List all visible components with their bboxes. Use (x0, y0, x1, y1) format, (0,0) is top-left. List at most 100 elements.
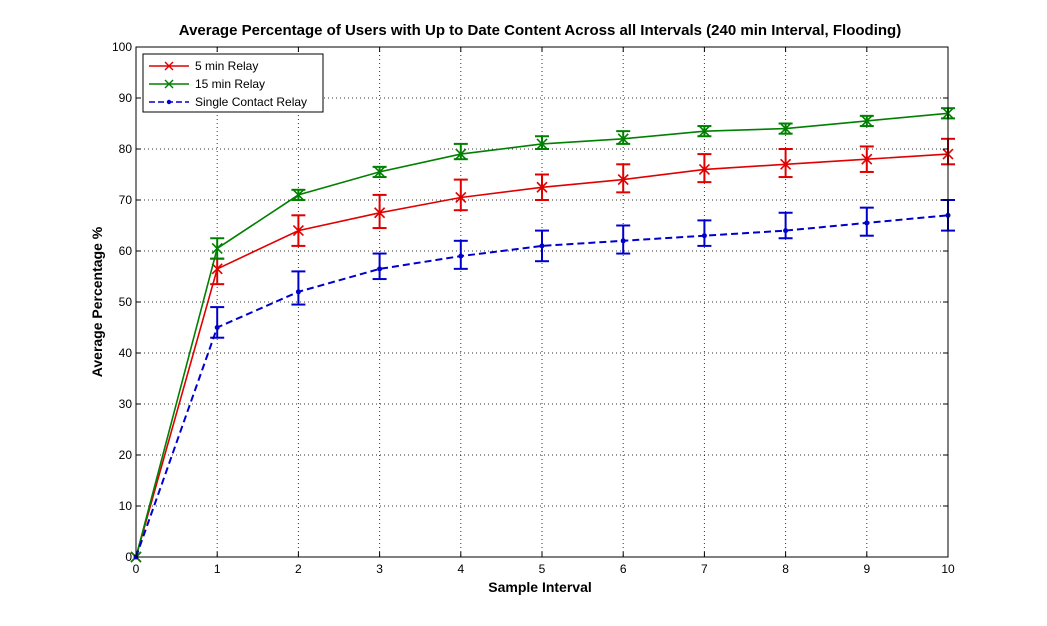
data-point-marker (780, 123, 792, 135)
data-point-marker (783, 228, 789, 234)
series-2 (133, 199, 955, 560)
marker-stroke (617, 174, 629, 186)
series-0 (130, 137, 955, 563)
error-bar (697, 219, 712, 247)
data-point-marker (701, 233, 707, 239)
marker-stroke (292, 225, 304, 237)
y-tick-label: 10 (119, 499, 133, 513)
data-point-marker (861, 115, 873, 127)
data-point-marker (455, 191, 467, 204)
data-point-marker (214, 325, 220, 330)
legend-entry-0: 5 min Relay (149, 59, 258, 73)
data-point-marker (374, 166, 386, 178)
x-tick-label: 7 (701, 562, 708, 576)
y-tick-label: 80 (119, 142, 133, 156)
series-layer (130, 107, 955, 563)
legend-label: 5 min Relay (195, 59, 258, 73)
error-bar (372, 252, 387, 281)
x-tick-label: 6 (620, 562, 627, 576)
y-axis-label: Average Percentage % (89, 226, 105, 377)
legend-marker (164, 61, 174, 71)
data-point-marker (780, 158, 792, 170)
marker-stroke (164, 79, 174, 89)
data-point-marker (861, 153, 873, 165)
legend: 5 min Relay 15 min Relay Single Contact Re… (142, 53, 324, 113)
legend-entry-2: Single Contact Relay (149, 95, 307, 109)
error-bar (616, 163, 631, 194)
marker-stroke (698, 163, 710, 175)
y-tick-label: 0 (125, 550, 132, 564)
data-point-marker (864, 220, 870, 226)
marker-stroke (698, 125, 710, 137)
marker-stroke (861, 153, 873, 165)
marker-stroke (861, 115, 873, 127)
data-point-marker (211, 242, 223, 255)
x-tick-label: 9 (863, 562, 870, 576)
data-point-marker (377, 266, 383, 272)
marker-stroke (374, 207, 386, 219)
y-tick-label: 90 (119, 91, 133, 105)
legend-marker (164, 79, 174, 89)
error-bar (778, 211, 793, 240)
error-bar (697, 153, 712, 184)
y-tick-label: 100 (112, 40, 132, 54)
series-1 (130, 107, 955, 563)
legend-entry-1: 15 min Relay (149, 77, 265, 91)
marker-stroke (536, 138, 548, 150)
data-point-marker (536, 181, 548, 193)
error-bar (453, 178, 468, 212)
x-tick-label: 4 (457, 562, 464, 576)
legend-marker (166, 99, 172, 105)
data-point-marker (458, 253, 464, 259)
marker-stroke (211, 263, 223, 275)
x-tick-label: 10 (941, 562, 955, 576)
legend-label: 15 min Relay (195, 77, 265, 91)
data-point-marker (374, 207, 386, 219)
x-tick-label: 5 (539, 562, 546, 576)
y-tick-label: 60 (119, 244, 133, 258)
marker-stroke (455, 191, 467, 204)
series-line (135, 214, 949, 558)
error-bar (372, 193, 387, 230)
marker-stroke (211, 242, 223, 255)
data-point-marker (617, 174, 629, 186)
marker-stroke (164, 61, 174, 71)
data-point-marker (698, 163, 710, 175)
x-tick-label: 3 (376, 562, 383, 576)
y-tick-label: 30 (119, 397, 133, 411)
data-point-marker (698, 125, 710, 137)
marker-stroke (780, 158, 792, 170)
data-point-marker (295, 289, 301, 295)
x-axis-label: Sample Interval (488, 579, 592, 595)
y-tick-label: 50 (119, 295, 133, 309)
data-point-marker (292, 189, 304, 201)
marker-stroke (780, 123, 792, 135)
y-tick-label: 40 (119, 346, 133, 360)
x-tick-label: 1 (214, 562, 221, 576)
x-tick-label: 8 (782, 562, 789, 576)
data-point-marker (292, 225, 304, 237)
marker-stroke (455, 148, 467, 160)
legend-label: Single Contact Relay (195, 95, 307, 109)
data-point-marker (536, 138, 548, 150)
data-point-marker (455, 148, 467, 160)
marker-stroke (617, 133, 629, 145)
data-point-marker (620, 238, 626, 244)
data-point-marker (211, 263, 223, 275)
marker-stroke (292, 189, 304, 201)
marker-stroke (374, 166, 386, 178)
x-tick-label: 0 (133, 562, 140, 576)
x-tick-label: 2 (295, 562, 302, 576)
marker-stroke (536, 181, 548, 193)
error-bar (291, 270, 306, 306)
data-point-marker (617, 133, 629, 145)
y-tick-label: 20 (119, 448, 133, 462)
error-bar (778, 148, 793, 179)
chart-title: Average Percentage of Users with Up to D… (179, 22, 901, 39)
y-tick-label: 70 (119, 193, 133, 207)
grid (136, 47, 948, 557)
error-bar (210, 306, 225, 339)
